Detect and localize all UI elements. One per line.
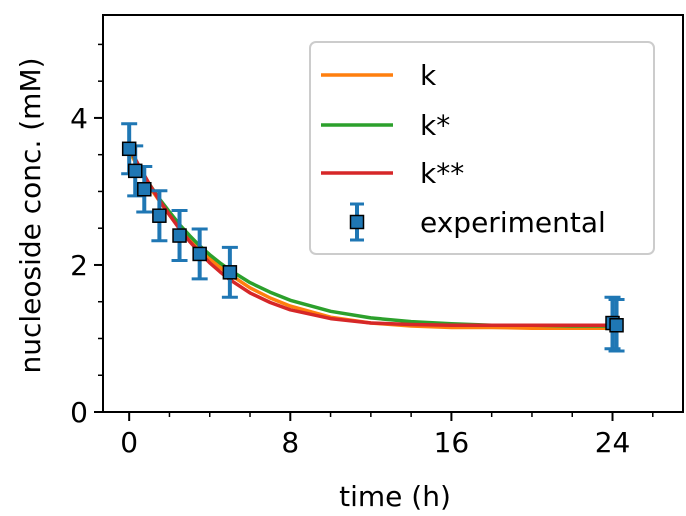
- y-tick-label: 0: [70, 396, 88, 429]
- series-line-kstarstar: [127, 146, 613, 327]
- legend-label: k*: [420, 109, 450, 142]
- data-point-marker: [152, 208, 167, 223]
- series-layer: [121, 122, 625, 353]
- legend-box: [309, 41, 655, 255]
- data-point-marker: [609, 317, 624, 333]
- plot-frame: [102, 14, 684, 413]
- legend-label: k: [420, 59, 437, 92]
- data-point-marker: [127, 163, 143, 179]
- x-tick-label: 16: [434, 426, 470, 459]
- x-tick-label: 0: [120, 426, 138, 459]
- data-point-marker: [121, 141, 137, 157]
- legend-label: experimental: [420, 206, 606, 239]
- y-axis-label: nucleoside conc. (mM): [14, 57, 47, 373]
- legend-marker: [349, 214, 365, 230]
- legend-label: k**: [420, 157, 464, 190]
- data-point-marker: [192, 246, 207, 262]
- data-point-marker: [172, 228, 187, 243]
- x-tick-label: 8: [281, 426, 299, 459]
- x-tick-label: 24: [595, 426, 631, 459]
- y-tick-label: 2: [70, 249, 88, 282]
- data-point-marker: [222, 265, 238, 280]
- legend: k k* k** experimental: [309, 41, 655, 255]
- data-point-marker: [137, 181, 152, 197]
- y-tick-label: 4: [70, 102, 88, 135]
- x-axis-label: time (h): [339, 480, 451, 511]
